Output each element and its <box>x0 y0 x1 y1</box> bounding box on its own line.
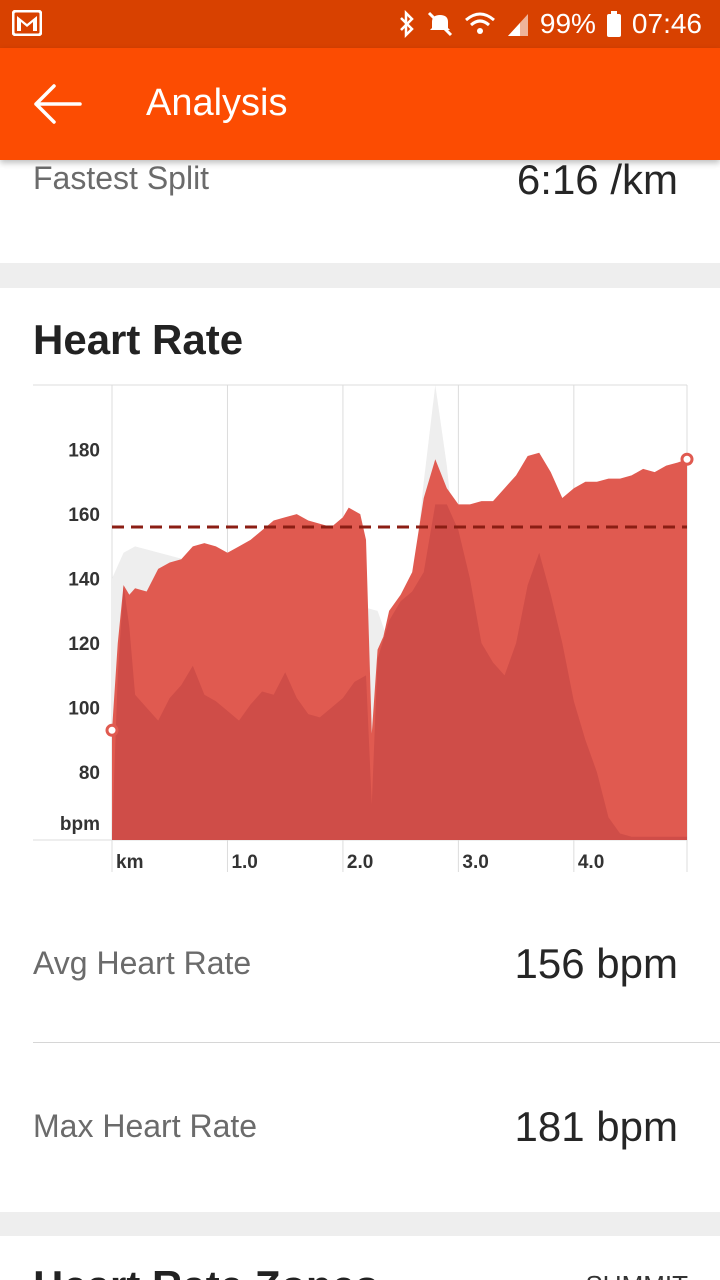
y-tick-label: 120 <box>68 634 100 655</box>
x-tick-label: 3.0 <box>462 852 488 873</box>
fastest-split-label: Fastest Split <box>33 160 210 196</box>
status-bar: 99% 07:46 <box>0 0 720 48</box>
bluetooth-icon <box>399 10 414 38</box>
battery-icon <box>606 11 621 37</box>
arrow-back-icon[interactable] <box>30 82 82 126</box>
y-tick-label: 140 <box>68 570 100 591</box>
app-bar: Analysis <box>0 48 720 160</box>
section-title-heart-rate: Heart Rate <box>33 316 244 363</box>
pace-area <box>112 504 687 840</box>
max-heart-rate-value: 181 bpm <box>514 1103 678 1150</box>
y-tick-label: 180 <box>68 441 100 462</box>
signal-icon <box>507 14 528 36</box>
fastest-split-value: 6:16 /km <box>516 156 678 203</box>
heart-rate-card: Heart Rate 80 100 120 140 160 180 bpm km 1.0 2.0 3… <box>0 288 720 1212</box>
avg-heart-rate-label: Avg Heart Rate <box>33 945 252 981</box>
max-heart-rate-label: Max Heart Rate <box>33 1108 258 1144</box>
avg-heart-rate-value: 156 bpm <box>514 940 678 987</box>
page-title: Analysis <box>146 82 288 124</box>
divider <box>33 1042 720 1043</box>
y-unit-label: bpm <box>60 814 100 835</box>
x-tick-label: 2.0 <box>347 852 373 873</box>
x-tick-label: 4.0 <box>578 852 604 873</box>
wifi-icon <box>464 12 495 34</box>
y-tick-label: 100 <box>68 699 100 720</box>
x-tick-label: 1.0 <box>231 852 257 873</box>
clock: 07:46 <box>631 8 702 39</box>
y-tick-label: 80 <box>79 763 100 784</box>
section-title-heart-rate-zones: Heart Rate Zones <box>33 1262 378 1280</box>
battery-percent: 99% <box>539 8 596 39</box>
x-unit-label: km <box>116 852 143 873</box>
summit-badge: SUMMIT <box>585 1270 688 1280</box>
mute-icon <box>427 11 452 37</box>
gmail-icon <box>12 10 42 36</box>
start-marker <box>105 723 119 737</box>
y-tick-label: 160 <box>68 505 100 526</box>
end-marker <box>680 452 694 466</box>
heart-rate-zones-card: Heart Rate Zones SUMMIT <box>0 1236 720 1280</box>
